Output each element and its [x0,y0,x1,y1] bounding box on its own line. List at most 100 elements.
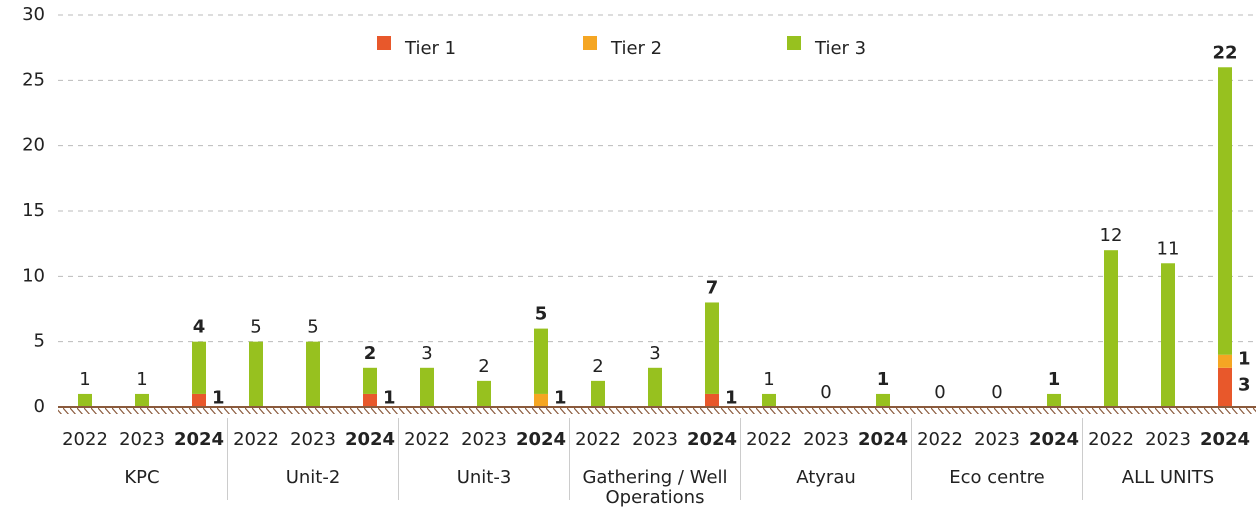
x-tick-label: 2022 [917,429,963,450]
x-tick-label: 2022 [62,429,108,450]
x-tick-label: 2024 [345,429,395,450]
value-label: 1 [763,369,774,390]
value-label: 1 [79,369,90,390]
value-label: 5 [307,317,318,338]
legend-swatch [787,36,801,50]
group-label: Unit-3 [456,468,512,488]
group-label: ALL UNITS [1121,468,1215,488]
x-tick-label: 2023 [1145,429,1191,450]
x-tick-label: 2023 [632,429,678,450]
group-label: KPC [124,468,160,488]
x-tick-label: 2023 [290,429,336,450]
group-label-box: Gathering / Well Operations [582,468,728,508]
value-label: 3 [1238,374,1251,395]
bar-segment [192,393,206,407]
legend-swatch [583,36,597,50]
y-tick-label: 30 [22,4,45,25]
bar-segment [363,393,377,407]
x-tick-label: 2023 [119,429,165,450]
group-label-box: Eco centre [949,468,1045,488]
legend-label: Tier 2 [610,38,662,59]
y-tick-label: 20 [22,135,45,156]
value-label: 0 [820,382,831,403]
value-label: 12 [1100,225,1123,246]
bar-segment [1047,393,1061,407]
group-label: Unit-2 [285,468,341,488]
group-label-box: KPC [124,468,160,488]
x-tick-label: 2024 [687,429,737,450]
value-label: 1 [383,387,396,408]
y-tick-label: 15 [22,200,45,221]
x-tick-label: 2024 [174,429,224,450]
value-label: 1 [1238,348,1251,369]
x-tick-label: 2022 [1088,429,1134,450]
bar-segment [591,380,605,407]
bar-segment [648,367,662,407]
value-label: 3 [649,343,660,364]
value-label: 7 [706,277,719,298]
bar-segment [306,341,320,407]
value-label: 4 [193,317,206,338]
bar-segment [78,393,92,407]
value-label: 2 [364,343,377,364]
value-label: 11 [1157,238,1180,259]
group-label: Gathering / Well Operations [582,468,728,508]
bar-segment [135,393,149,407]
value-label: 2 [478,356,489,377]
bar-segment [420,367,434,407]
x-tick-label: 2023 [803,429,849,450]
group-label-box: ALL UNITS [1121,468,1215,488]
bar-segment [1161,263,1175,407]
group-label: Eco centre [949,468,1045,488]
x-tick-label: 2024 [1200,429,1250,450]
bar-segment [192,341,206,394]
legend-label: Tier 3 [814,38,866,59]
bar-segment [477,380,491,407]
group-label-box: Atyrau [796,468,856,488]
axis-hatch [58,407,1256,414]
bar-segment [249,341,263,407]
group-label-box: Unit-2 [285,468,341,488]
group-label-box: Unit-3 [456,468,512,488]
y-tick-label: 25 [22,69,45,90]
x-tick-label: 2022 [746,429,792,450]
bar-segment [1218,367,1232,407]
value-label: 0 [934,382,945,403]
y-tick-label: 10 [22,265,45,286]
bar-segment [705,302,719,394]
x-tick-label: 2024 [858,429,908,450]
value-label: 1 [877,369,890,390]
bar-segment [1218,354,1232,368]
bar-segment [705,393,719,407]
value-label: 1 [554,387,567,408]
bar-segment [363,367,377,394]
value-label: 0 [991,382,1002,403]
value-label: 1 [212,387,225,408]
bar-segment [534,393,548,407]
bar-segment [534,328,548,394]
value-label: 5 [250,317,261,338]
bar-segment [762,393,776,407]
y-tick-label: 5 [34,331,45,352]
x-tick-label: 2024 [1029,429,1079,450]
value-label: 1 [136,369,147,390]
value-label: 1 [1048,369,1061,390]
x-tick-label: 2022 [575,429,621,450]
y-tick-label: 0 [34,396,45,417]
group-label: Atyrau [796,468,856,488]
legend-swatch [377,36,391,50]
value-label: 3 [421,343,432,364]
bar-segment [1104,250,1118,407]
bar-segment [1218,67,1232,355]
value-label: 22 [1212,42,1237,63]
legend-label: Tier 1 [404,38,456,59]
x-tick-label: 2022 [233,429,279,450]
value-label: 1 [725,387,738,408]
x-tick-label: 2023 [974,429,1020,450]
x-tick-label: 2023 [461,429,507,450]
x-tick-label: 2022 [404,429,450,450]
x-tick-label: 2024 [516,429,566,450]
value-label: 5 [535,304,548,325]
value-label: 2 [592,356,603,377]
